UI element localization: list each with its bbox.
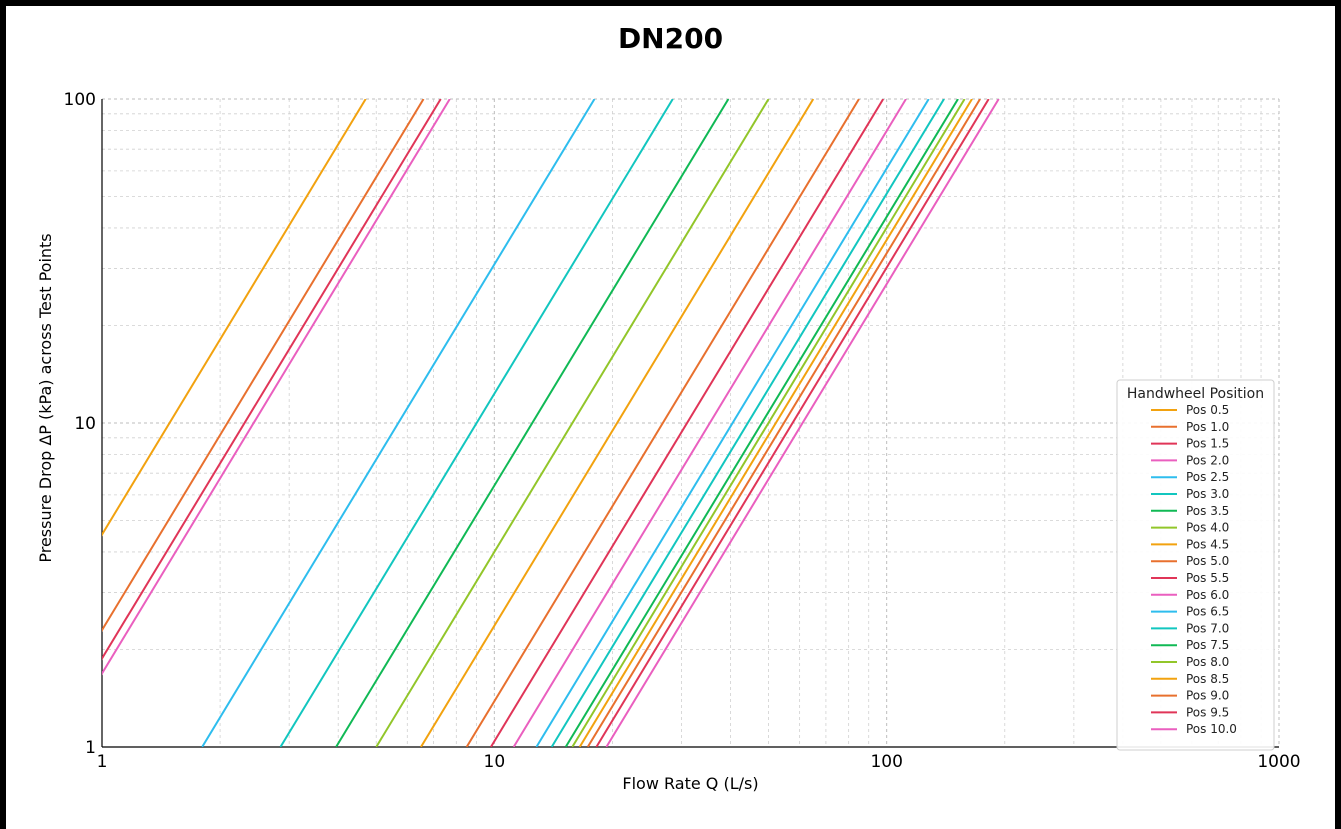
legend-entry: Pos 7.0	[1186, 621, 1229, 635]
series-line-pos-2-0	[102, 99, 451, 676]
series-line-pos-4-0	[375, 99, 770, 747]
legend-entry: Pos 4.5	[1186, 537, 1229, 551]
legend-entry: Pos 8.0	[1186, 655, 1229, 669]
series-line-pos-5-5	[490, 99, 885, 747]
series-line-pos-7-5	[564, 99, 959, 747]
series-line-pos-10-0	[605, 99, 1000, 747]
legend-entry: Pos 2.0	[1186, 453, 1229, 467]
y-tick-label: 1	[85, 738, 96, 758]
series-line-pos-0-5	[102, 99, 367, 537]
legend-entry: Pos 1.0	[1186, 420, 1229, 434]
series-line-pos-5-0	[465, 99, 860, 747]
x-tick-label: 100	[870, 752, 902, 772]
x-tick-label: 1000	[1257, 752, 1300, 772]
legend-box	[1116, 379, 1275, 751]
legend-title: Handwheel Position	[1127, 386, 1264, 402]
series-line-pos-7-0	[550, 99, 945, 747]
series-line-pos-1-5	[102, 99, 442, 661]
legend-entry: Pos 10.0	[1186, 722, 1237, 736]
legend-entry: Pos 6.5	[1186, 605, 1229, 619]
legend-entry: Pos 3.0	[1186, 487, 1229, 501]
y-axis-label: Pressure Drop ΔP (kPa) across Test Point…	[36, 233, 55, 562]
series-line-pos-9-0	[586, 99, 981, 747]
legend-entry: Pos 4.0	[1186, 521, 1229, 535]
legend-entry: Pos 0.5	[1186, 403, 1229, 417]
y-tick-label: 10	[74, 414, 96, 434]
axes	[101, 99, 1279, 748]
series-line-pos-3-0	[279, 99, 674, 747]
legend-entry: Pos 6.0	[1186, 588, 1229, 602]
legend-entry: Pos 8.5	[1186, 672, 1229, 686]
legend-entry: Pos 2.5	[1186, 470, 1229, 484]
series-line-pos-9-5	[595, 99, 990, 747]
series-lines	[102, 99, 1000, 747]
series-line-pos-4-5	[420, 99, 815, 747]
legend-entry: Pos 5.0	[1186, 554, 1229, 568]
legend-entry: Pos 3.5	[1186, 504, 1229, 518]
series-line-pos-8-0	[571, 99, 966, 747]
series-line-pos-8-5	[578, 99, 973, 747]
series-line-pos-2-5	[201, 99, 596, 747]
chart-title: DN200	[617, 22, 724, 55]
series-line-pos-1-0	[102, 99, 425, 632]
legend-entry: Pos 9.0	[1186, 689, 1229, 703]
series-line-pos-3-5	[335, 99, 730, 747]
series-line-pos-6-5	[535, 99, 930, 747]
legend-entry: Pos 5.5	[1186, 571, 1229, 585]
legend-entry: Pos 9.5	[1186, 705, 1229, 719]
x-tick-label: 1	[97, 752, 108, 772]
y-tick-label: 100	[64, 90, 96, 110]
grid	[101, 98, 1280, 748]
legend-entry: Pos 7.5	[1186, 638, 1229, 652]
series-line-pos-6-0	[512, 99, 907, 747]
x-axis-label: Flow Rate Q (L/s)	[622, 774, 758, 793]
legend-entry: Pos 1.5	[1186, 437, 1229, 451]
tick-labels: 1 10 100 1000 1 10 100	[64, 90, 1301, 772]
x-tick-label: 10	[484, 752, 506, 772]
